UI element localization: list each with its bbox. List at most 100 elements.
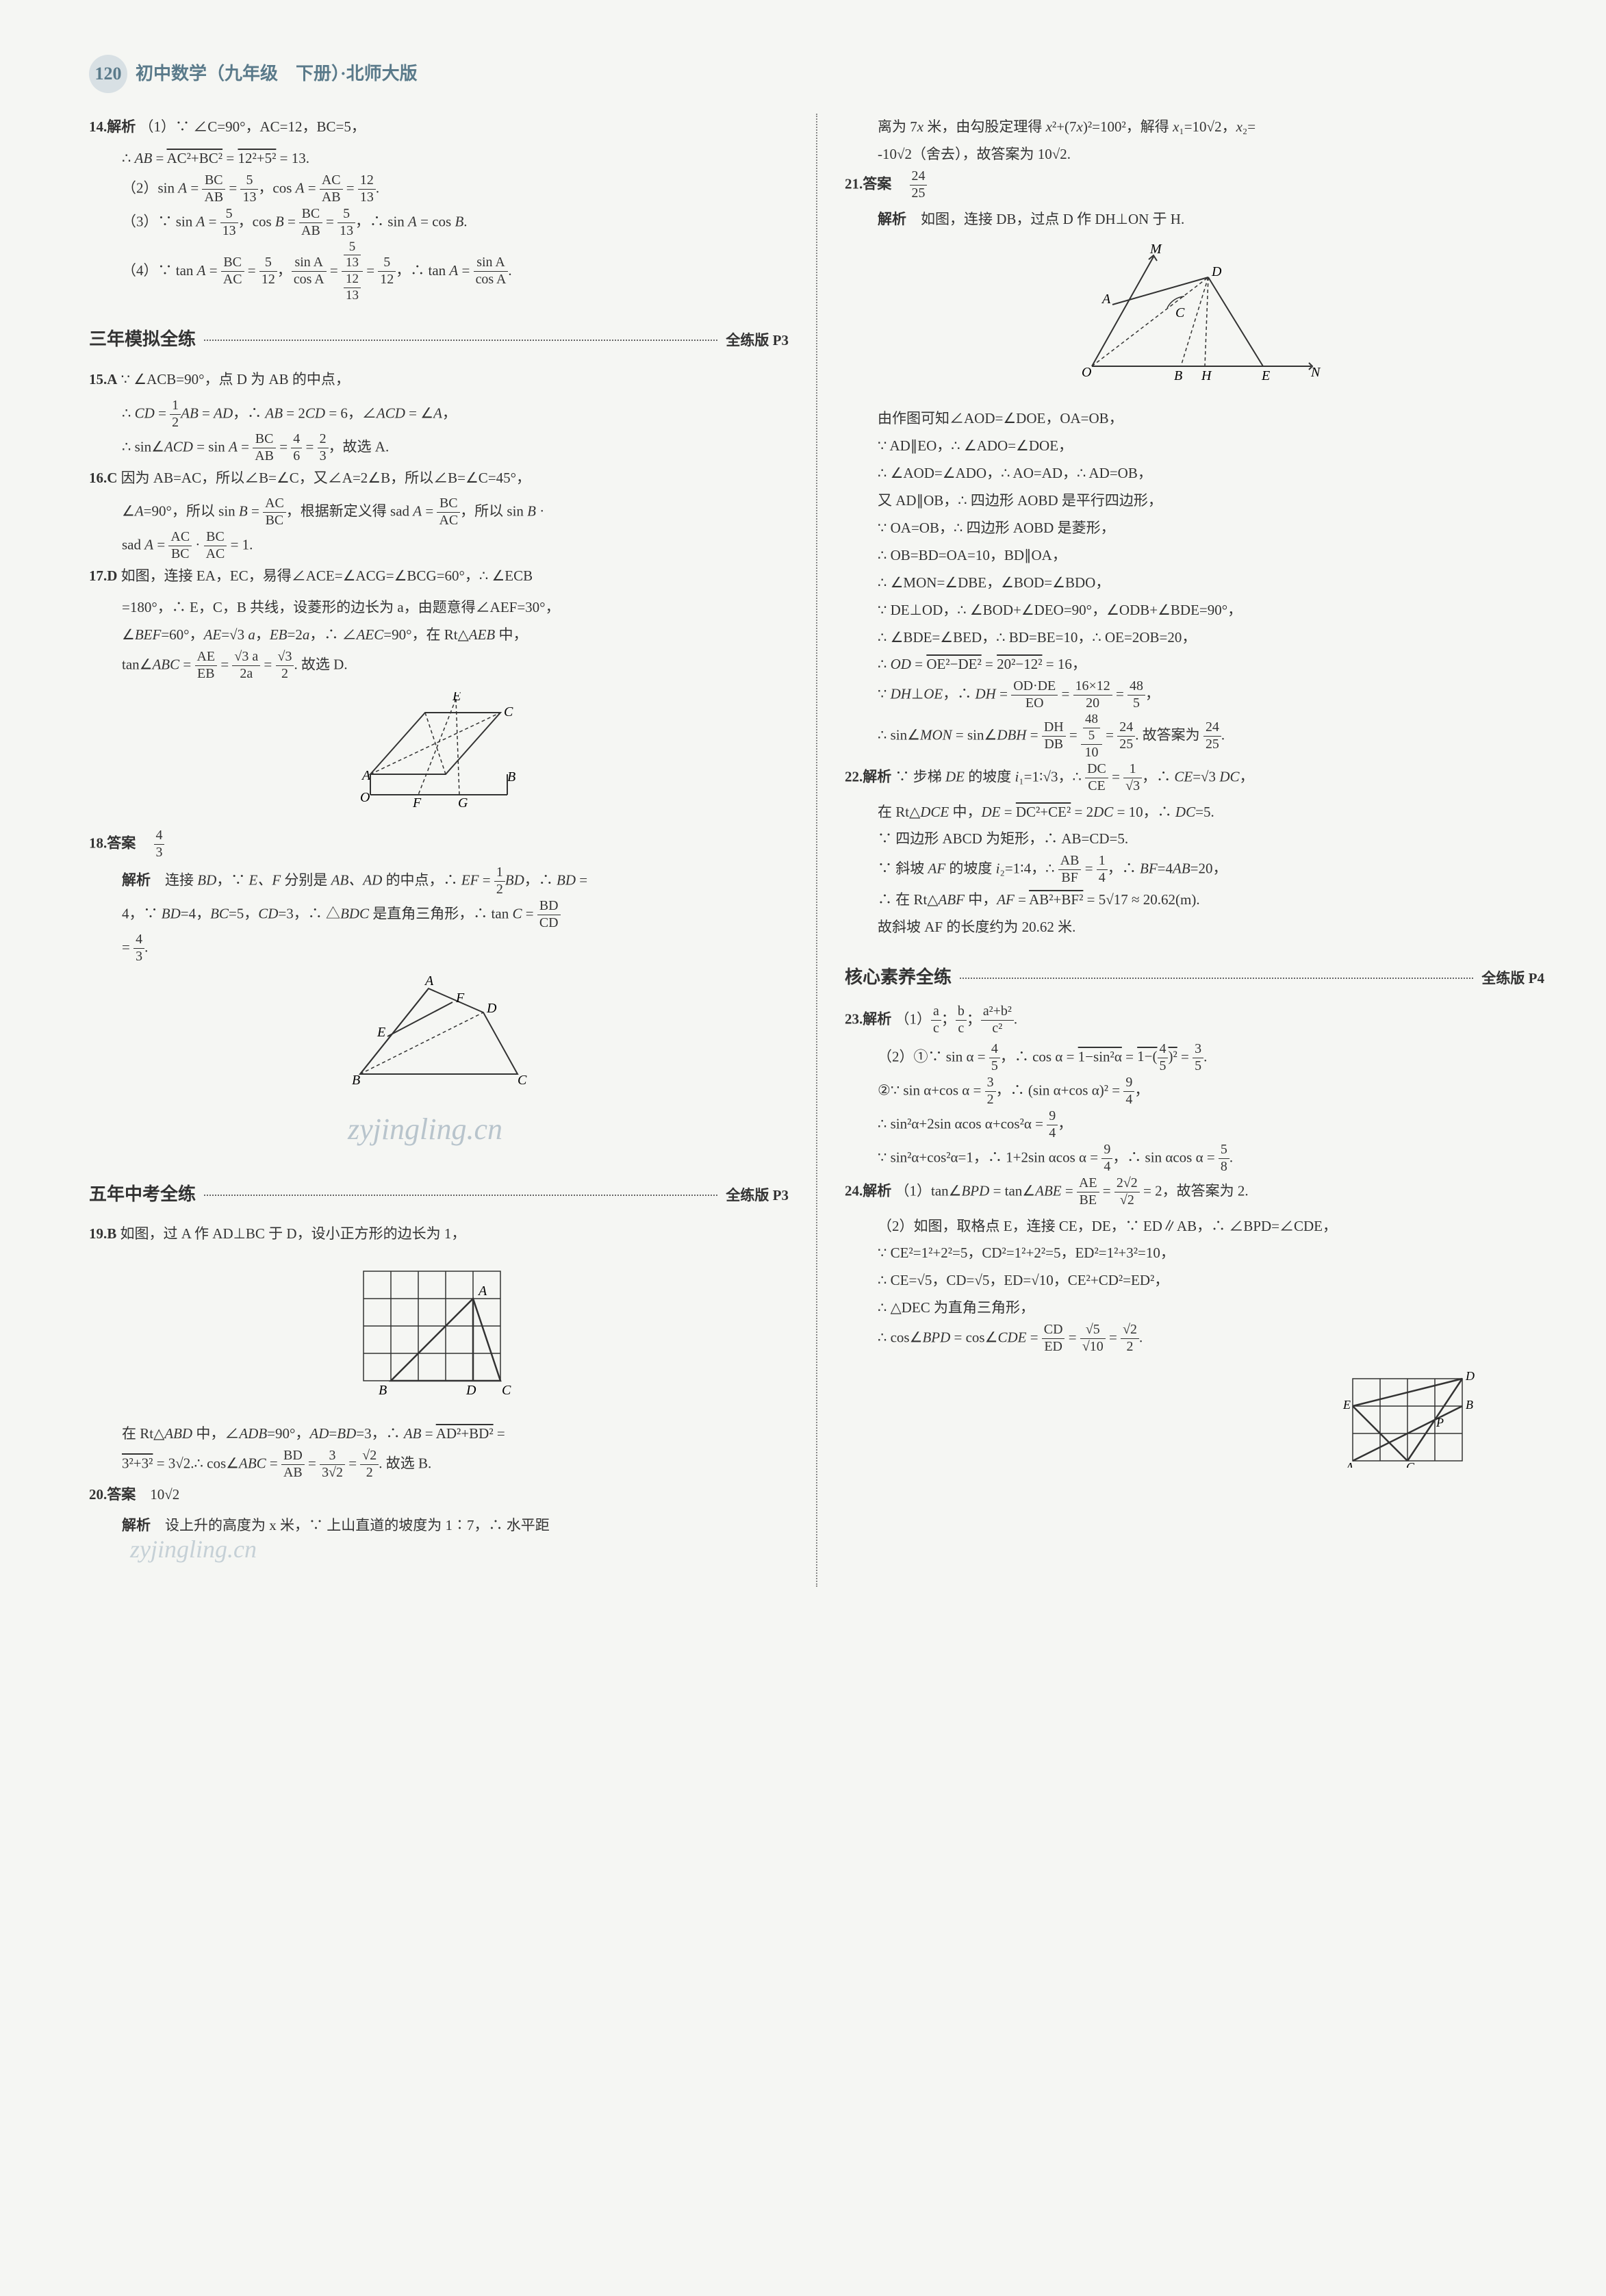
svg-text:B: B	[352, 1073, 360, 1088]
svg-text:E: E	[1261, 368, 1270, 383]
q14: 14.解析 （1）∵ ∠C=90°，AC=12，BC=5，	[89, 114, 789, 141]
svg-text:C: C	[1406, 1460, 1415, 1468]
svg-text:H: H	[1201, 368, 1212, 383]
dots	[204, 1195, 717, 1196]
watermark: zyjingling.cn	[75, 1101, 775, 1158]
q21-p2: 由作图可知∠AOD=∠DOE，OA=OB，	[845, 405, 1544, 433]
q23-label: 23.解析	[845, 1011, 891, 1028]
q18-hx: 解析 连接 BD，∵ E、F 分别是 AB、AD 的中点，∴ EF = 12BD…	[89, 865, 789, 898]
q14-p3: （3）∵ sin A = 513，cos B = BCAB = 513，∴ si…	[89, 206, 789, 240]
q19-p1: 如图，过 A 作 AD⊥BC 于 D，设小正方形的边长为 1，	[120, 1225, 466, 1242]
svg-text:E: E	[452, 692, 461, 704]
q22-p2: 在 Rt△DCE 中，DE = DC²+CE² = 2DC = 10，∴ DC=…	[845, 799, 1544, 826]
q14-p1b: ∴ AB = AC²+BC² = 12²+5² = 13.	[89, 145, 789, 173]
q21-p7: ∴ OB=BD=OA=10，BD∥OA，	[845, 542, 1544, 570]
q24: 24.解析 （1）tan∠BPD = tan∠ABE = AEBE = 2√2√…	[845, 1175, 1544, 1209]
watermark-2: zyjingling.cn	[130, 1526, 830, 1572]
svg-text:O: O	[360, 790, 370, 805]
svg-text:A: A	[361, 768, 371, 783]
q21-p11: ∴ OD = OE²−DE² = 20²−12² = 16，	[845, 651, 1544, 678]
section-title: 三年模拟全练	[89, 322, 196, 356]
q14-label: 14.解析	[89, 118, 136, 135]
section-title: 核心素养全练	[845, 960, 952, 994]
q20r-p2: -10√2（舍去），故答案为 10√2.	[845, 141, 1544, 168]
header-title: 初中数学（九年级 下册）·北师大版	[136, 57, 418, 90]
q21-p3: ∵ AD∥EO，∴ ∠ADO=∠DOE，	[845, 433, 1544, 460]
q24-p6: ∴ cos∠BPD = cos∠CDE = CDED = √5√10 = √22…	[845, 1322, 1544, 1355]
section-exam: 五年中考全练 全练版 P3	[89, 1177, 789, 1211]
svg-text:B: B	[1466, 1398, 1473, 1412]
svg-text:D: D	[486, 1001, 497, 1016]
q14-p1a: （1）∵ ∠C=90°，AC=12，BC=5，	[140, 118, 366, 135]
svg-text:F: F	[412, 795, 422, 808]
q21-p6: ∵ OA=OB，∴ 四边形 AOBD 是菱形，	[845, 515, 1544, 542]
svg-text:P: P	[1436, 1416, 1444, 1429]
q21-p8: ∴ ∠MON=∠DBE，∠BOD=∠BDO，	[845, 570, 1544, 597]
svg-text:D: D	[1465, 1369, 1475, 1383]
section-ref: 全练版 P4	[1481, 965, 1544, 993]
svg-text:G: G	[458, 795, 468, 808]
q22-p5: ∴ 在 Rt△ABF 中，AF = AB²+BF² = 5√17 ≈ 20.62…	[845, 886, 1544, 914]
q23-p3: ②∵ sin α+cos α = 32，∴ (sin α+cos α)² = 9…	[845, 1075, 1544, 1108]
q15-p1: ∵ ∠ACB=90°，点 D 为 AB 的中点，	[121, 371, 350, 387]
q22-p4: ∵ 斜坡 AF 的坡度 i₂=1∶4，∴ ABBF = 14，∴ BF=4AB=…	[845, 853, 1544, 886]
q21-p12: ∵ DH⊥OE，∴ DH = OD·DEEO = 16×1220 = 485，	[845, 678, 1544, 712]
q24-p3: ∵ CE²=1²+2²=5，CD²=1²+2²=5，ED²=1²+3²=10，	[845, 1240, 1544, 1267]
dots	[960, 978, 1473, 979]
q24-p2: （2）如图，取格点 E，连接 CE，DE，∵ ED∥AB，∴ ∠BPD=∠CDE…	[845, 1213, 1544, 1240]
svg-text:B: B	[379, 1383, 387, 1398]
q15-label: 15.A	[89, 371, 117, 387]
q24-p4: ∴ CE=√5，CD=√5，ED=√10，CE²+CD²=ED²，	[845, 1267, 1544, 1294]
q19: 19.B 如图，过 A 作 AD⊥BC 于 D，设小正方形的边长为 1，	[89, 1221, 789, 1248]
page-header: 120 初中数学（九年级 下册）·北师大版	[89, 55, 1544, 93]
q14-p2: （2）sin A = BCAB = 513，cos A = ACAB = 121…	[89, 173, 789, 206]
q21: 21.答案 2425	[845, 168, 1544, 202]
right-column: 离为 7x 米，由勾股定理得 x²+(7x)²=100²，解得 x₁=10√2，…	[845, 114, 1544, 1587]
q20-label: 20.答案	[89, 1486, 136, 1503]
q23-p5: ∵ sin²α+cos²α=1，∴ 1+2sin αcos α = 94，∴ s…	[845, 1142, 1544, 1175]
q21-hx: 解析 如图，连接 DB，过点 D 作 DH⊥ON 于 H.	[845, 206, 1544, 233]
svg-text:A: A	[424, 975, 434, 988]
svg-text:A: A	[477, 1284, 487, 1299]
q16-p1: 因为 AB=AC，所以∠B=∠C，又∠A=2∠B，所以∠B=∠C=45°，	[121, 470, 531, 486]
q24-p5: ∴ △DEC 为直角三角形，	[845, 1294, 1544, 1322]
q23-p4: ∴ sin²α+2sin αcos α+cos²α = 94，	[845, 1108, 1544, 1142]
figure-q19: A B D C	[89, 1258, 789, 1411]
figure-q17: E A C O F G B	[89, 692, 789, 818]
dots	[204, 340, 717, 341]
svg-text:B: B	[1174, 368, 1182, 383]
q16-p2: ∠A=90°，所以 sin B = ACBC，根据新定义得 sad A = BC…	[89, 496, 789, 529]
svg-text:C: C	[1175, 305, 1185, 320]
q21-p10: ∴ ∠BDE=∠BED，∴ BD=BE=10，∴ OE=2OB=20，	[845, 624, 1544, 652]
svg-text:M: M	[1149, 243, 1162, 257]
q24-label: 24.解析	[845, 1182, 891, 1199]
q21-label: 21.答案	[845, 175, 891, 192]
q14-p4: （4）∵ tan A = BCAC = 512，sin Acos A = 513…	[89, 240, 789, 304]
q20r-p1: 离为 7x 米，由勾股定理得 x²+(7x)²=100²，解得 x₁=10√2，…	[845, 114, 1544, 141]
q18-label: 18.答案	[89, 834, 136, 851]
left-column: 14.解析 （1）∵ ∠C=90°，AC=12，BC=5， ∴ AB = AC²…	[89, 114, 789, 1587]
column-divider	[816, 114, 817, 1587]
svg-text:E: E	[377, 1025, 385, 1040]
q17-p4: tan∠ABC = AEEB = √3 a2a = √32. 故选 D.	[89, 649, 789, 683]
q16-p3: sad A = ACBC · BCAC = 1.	[89, 529, 789, 563]
svg-text:C: C	[502, 1383, 511, 1398]
section-ref: 全练版 P3	[726, 327, 789, 355]
q16: 16.C 因为 AB=AC，所以∠B=∠C，又∠A=2∠B，所以∠B=∠C=45…	[89, 465, 789, 492]
q18-p3: = 43.	[89, 932, 789, 965]
figure-q24: D B E P A C	[845, 1365, 1544, 1477]
two-column-layout: 14.解析 （1）∵ ∠C=90°，AC=12，BC=5， ∴ AB = AC²…	[89, 114, 1544, 1587]
svg-text:F: F	[455, 991, 465, 1006]
figure-q21: M D A C O B H E N	[845, 243, 1544, 396]
q22-label: 22.解析	[845, 768, 891, 785]
section-simulate: 三年模拟全练 全练版 P3	[89, 322, 789, 356]
q21-p5: 又 AD∥OB，∴ 四边形 AOBD 是平行四边形，	[845, 487, 1544, 515]
q16-label: 16.C	[89, 470, 117, 486]
section-title: 五年中考全练	[89, 1177, 196, 1211]
q15: 15.A ∵ ∠ACB=90°，点 D 为 AB 的中点，	[89, 366, 789, 394]
q21-p13: ∴ sin∠MON = sin∠DBH = DHDB = 48510 = 242…	[845, 712, 1544, 761]
q23: 23.解析 （1）ac；bc；a²+b²c².	[845, 1004, 1544, 1037]
q17-label: 17.D	[89, 567, 117, 584]
q22-p6: 故斜坡 AF 的长度约为 20.62 米.	[845, 914, 1544, 941]
svg-text:A: A	[1101, 292, 1111, 307]
